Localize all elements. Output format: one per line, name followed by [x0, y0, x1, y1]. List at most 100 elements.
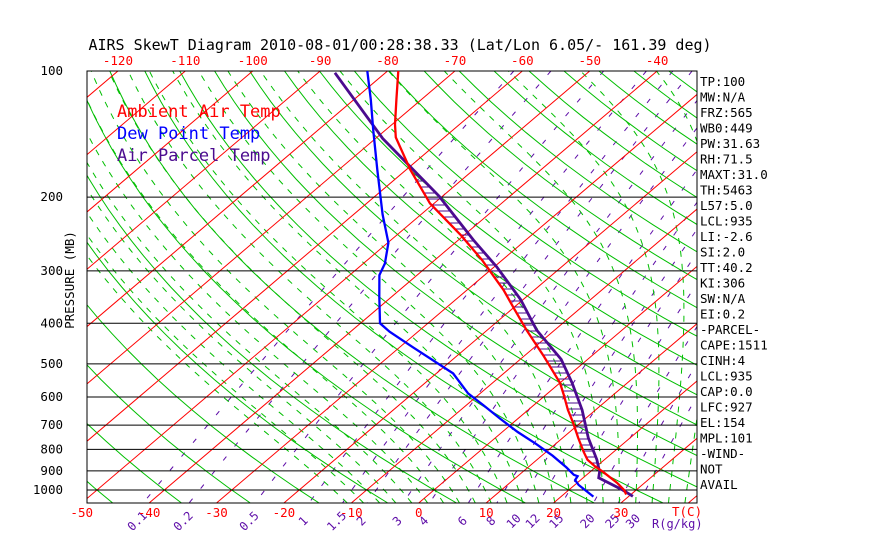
- stats-panel: TP:100MW:N/AFRZ:565WB0:449PW:31.63RH:71.…: [700, 74, 768, 492]
- mixing-ratio-line: [429, 127, 697, 503]
- temp-tick-label-bottom: 30: [613, 505, 628, 520]
- dew-point-temp-curve: [366, 71, 595, 498]
- pressure-tick-label: 300: [40, 263, 63, 278]
- temp-tick-label-top: -60: [511, 53, 534, 68]
- moist-adiabat-line: [580, 71, 685, 503]
- moist-adiabat-line: [198, 71, 540, 503]
- isotherm-line: [87, 71, 321, 270]
- stats-panel-line: -WIND-: [700, 446, 745, 461]
- mixing-ratio-label: 20: [578, 511, 598, 531]
- stats-panel-line: FRZ:565: [700, 105, 753, 120]
- stats-panel-line: KI:306: [700, 276, 745, 291]
- moist-adiabat-line: [87, 234, 364, 503]
- pressure-axis-label: PRESSURE (MB): [62, 231, 77, 329]
- stats-panel-line: NOT: [700, 462, 723, 477]
- moist-adiabat-line: [148, 71, 508, 503]
- mixing-ratio-line: [188, 71, 552, 503]
- legend-ambient-temp: Ambient Air Temp: [117, 102, 281, 122]
- dry-adiabat-line: [214, 71, 697, 457]
- isotherm-line: [87, 71, 456, 385]
- moist-adiabat-line: [339, 71, 604, 503]
- stats-panel-line: MPL:101: [700, 431, 753, 446]
- cape-hatch: [411, 168, 597, 464]
- mixing-ratio-line: [308, 71, 647, 503]
- isotherm-line: [553, 380, 697, 503]
- dry-adiabat-line: [493, 71, 697, 226]
- stats-panel-line: TH:5463: [700, 183, 753, 198]
- legend-air-parcel: Air Parcel Temp: [117, 146, 271, 166]
- stats-panel-line: L57:5.0: [700, 198, 753, 213]
- stats-panel-line: AVAIL: [700, 477, 738, 492]
- mixing-ratio-line: [519, 228, 697, 503]
- mixing-ratio-label: 0.5: [237, 509, 262, 534]
- stats-panel-line: LFC:927: [700, 400, 753, 415]
- temp-tick-label-top: -100: [238, 53, 268, 68]
- dry-adiabat-line: [563, 71, 697, 172]
- temp-tick-label-bottom: 20: [546, 505, 561, 520]
- stats-panel-line: EL:154: [700, 415, 745, 430]
- stats-panel-line: WB0:449: [700, 121, 753, 136]
- stats-panel-line: EI:0.2: [700, 307, 745, 322]
- moist-adiabat-line: [90, 71, 460, 503]
- mixing-ratio-lines: [142, 71, 697, 503]
- dry-adiabat-line: [87, 241, 389, 503]
- mixing-ratio-line: [254, 71, 604, 503]
- moist-adiabat-line: [297, 71, 588, 503]
- pressure-tick-label: 100: [40, 63, 63, 78]
- isotherm-line: [0, 71, 51, 503]
- moist-adiabat-line: [508, 71, 660, 503]
- isotherm-line: [350, 208, 697, 503]
- isotherm-line: [485, 323, 697, 503]
- isotherm-line: [283, 151, 697, 503]
- isotherm-line: [87, 71, 186, 156]
- stats-panel-line: RH:71.5: [700, 152, 753, 167]
- ambient-air-temp-curve: [393, 71, 628, 495]
- sounding-curves: [333, 71, 634, 498]
- dry-adiabat-line: [87, 480, 114, 503]
- stats-panel-line: LCL:935: [700, 214, 753, 229]
- plot-border: [86, 70, 698, 504]
- dry-adiabat-line: [87, 364, 251, 503]
- isotherm-line: [87, 71, 254, 213]
- stats-panel-line: CINH:4: [700, 353, 745, 368]
- temp-tick-label-top: -40: [646, 53, 669, 68]
- moist-adiabat-line: [87, 98, 445, 503]
- legend-dew-point: Dew Point Temp: [117, 124, 260, 144]
- dry-adiabat-line: [423, 71, 697, 281]
- isotherm-line: [87, 71, 119, 98]
- mixing-ratio-line: [342, 71, 674, 503]
- dry-adiabat-line: [87, 304, 320, 503]
- chart-title: AIRS SkewT Diagram 2010-08-01/00:28:38.3…: [88, 36, 711, 54]
- mixing-ratio-line: [366, 71, 693, 503]
- temp-tick-label-top: -50: [578, 53, 601, 68]
- mixing-ratio-line: [538, 251, 697, 503]
- pressure-tick-label: 1000: [33, 482, 63, 497]
- isotherm-line: [418, 265, 697, 503]
- moist-adiabat-line: [388, 71, 620, 503]
- stats-panel-line: PW:31.63: [700, 136, 760, 151]
- dry-adiabat-line: [87, 422, 182, 503]
- temp-tick-label-bottom: 10: [479, 505, 494, 520]
- air-parcel-temp-curve: [333, 71, 634, 498]
- temp-tick-label-bottom: -20: [273, 505, 296, 520]
- dry-adiabat-line: [87, 174, 457, 503]
- dry-adiabat-line: [284, 71, 697, 396]
- temp-tick-label-top: -90: [309, 53, 332, 68]
- mixing-ratio-label: 10: [504, 511, 524, 531]
- pressure-tick-label: 900: [40, 463, 63, 478]
- stats-panel-line: -PARCEL-: [700, 322, 760, 337]
- pressure-tick-label: 700: [40, 417, 63, 432]
- pressure-tick-label: 400: [40, 315, 63, 330]
- temp-tick-label-bottom: -40: [138, 505, 161, 520]
- isotherms: [0, 71, 697, 503]
- temp-tick-label-bottom: -10: [340, 505, 363, 520]
- isotherm-line: [87, 71, 591, 500]
- stats-panel-line: TP:100: [700, 74, 745, 89]
- temp-tick-label-bottom: 0: [415, 505, 423, 520]
- dry-adiabat-line: [598, 71, 697, 145]
- stats-panel-line: TT:40.2: [700, 260, 753, 275]
- mixing-ratio-label: 0.2: [171, 509, 196, 534]
- stats-panel-line: LCL:935: [700, 369, 753, 384]
- pressure-tick-label: 200: [40, 189, 63, 204]
